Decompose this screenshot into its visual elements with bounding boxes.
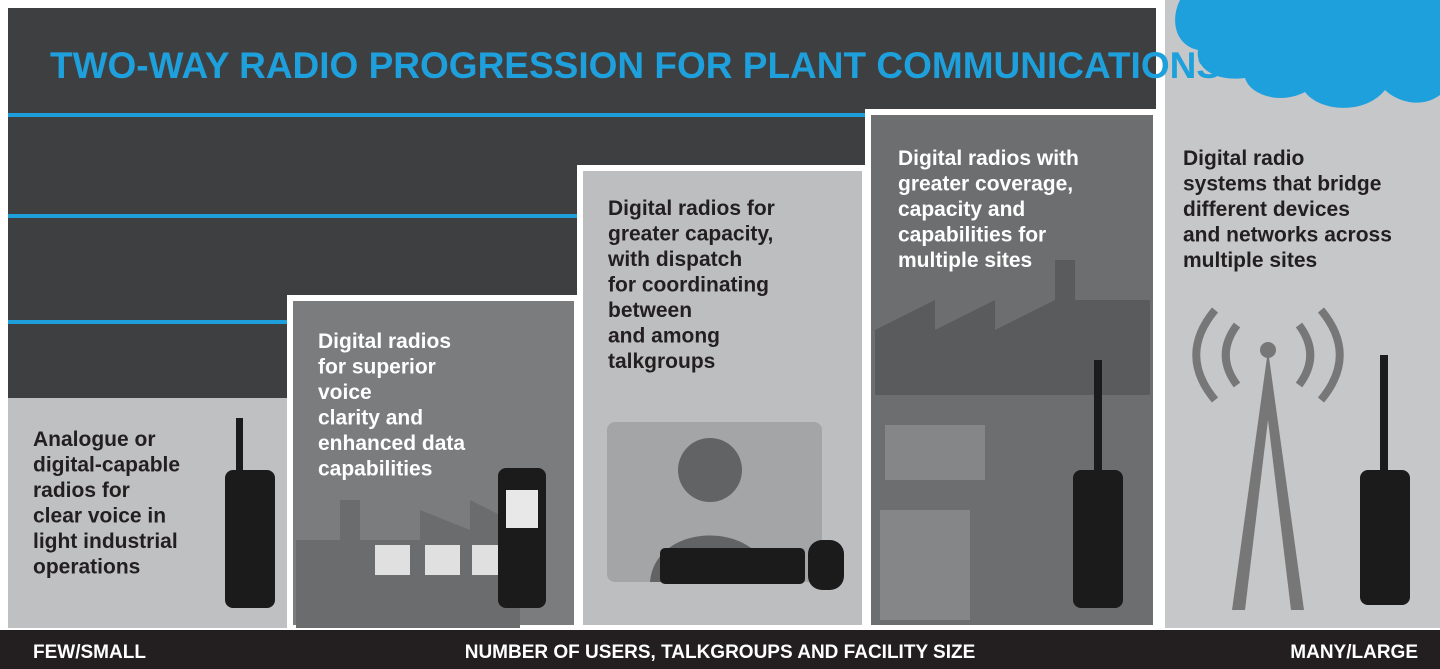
console: [660, 548, 805, 584]
column-text: clarity and: [318, 407, 423, 430]
title: TWO-WAY RADIO PROGRESSION FOR PLANT COMM…: [50, 45, 1221, 86]
column-text: for superior: [318, 356, 436, 379]
radio: [1073, 470, 1123, 608]
column-text: for coordinating: [608, 274, 769, 297]
radio: [498, 468, 546, 608]
operator: [678, 438, 742, 502]
column-text: operations: [33, 556, 140, 579]
footer-center: NUMBER OF USERS, TALKGROUPS AND FACILITY…: [465, 642, 976, 663]
column-text: light industrial: [33, 530, 178, 553]
column-text: and networks across: [1183, 224, 1392, 247]
microphone: [808, 540, 844, 590]
column-text: voice: [318, 381, 372, 404]
windows: [375, 545, 502, 575]
truck: [880, 510, 970, 620]
column-text: with dispatch: [607, 248, 742, 271]
column-text: clear voice in: [33, 505, 166, 528]
truck: [885, 425, 985, 480]
radio-antenna: [1380, 355, 1388, 472]
column-text: greater coverage,: [898, 173, 1073, 196]
column-text: Analogue or: [33, 428, 156, 451]
footer-left: FEW/SMALL: [33, 642, 146, 663]
tower-top: [1260, 342, 1276, 358]
column-text: capabilities: [318, 458, 432, 481]
column-text: different devices: [1183, 198, 1350, 221]
column-text: radios for: [33, 479, 130, 502]
column-text: Digital radios: [318, 330, 451, 353]
column-text: enhanced data: [318, 432, 465, 455]
radio-screen: [506, 490, 538, 528]
column-text: systems that bridge: [1183, 173, 1381, 196]
radio: [225, 470, 275, 608]
column-text: Digital radio: [1183, 147, 1304, 170]
infographic: TWO-WAY RADIO PROGRESSION FOR PLANT COMM…: [0, 0, 1440, 669]
column-text: capacity and: [898, 198, 1025, 221]
column-text: and among: [608, 325, 720, 348]
radio: [1360, 470, 1410, 605]
footer-right: MANY/LARGE: [1290, 642, 1418, 663]
radio-antenna: [1094, 360, 1102, 472]
column-text: Digital radios with: [898, 147, 1079, 170]
column-text: multiple sites: [1183, 249, 1317, 272]
column-text: Digital radios for: [608, 197, 775, 220]
radio-antenna: [236, 418, 243, 472]
column-text: greater capacity,: [608, 223, 773, 246]
column-text: capabilities for: [898, 224, 1046, 247]
column-text: digital-capable: [33, 454, 180, 477]
column-text: between: [608, 299, 692, 322]
column-text: talkgroups: [608, 350, 715, 373]
column-text: multiple sites: [898, 249, 1032, 272]
